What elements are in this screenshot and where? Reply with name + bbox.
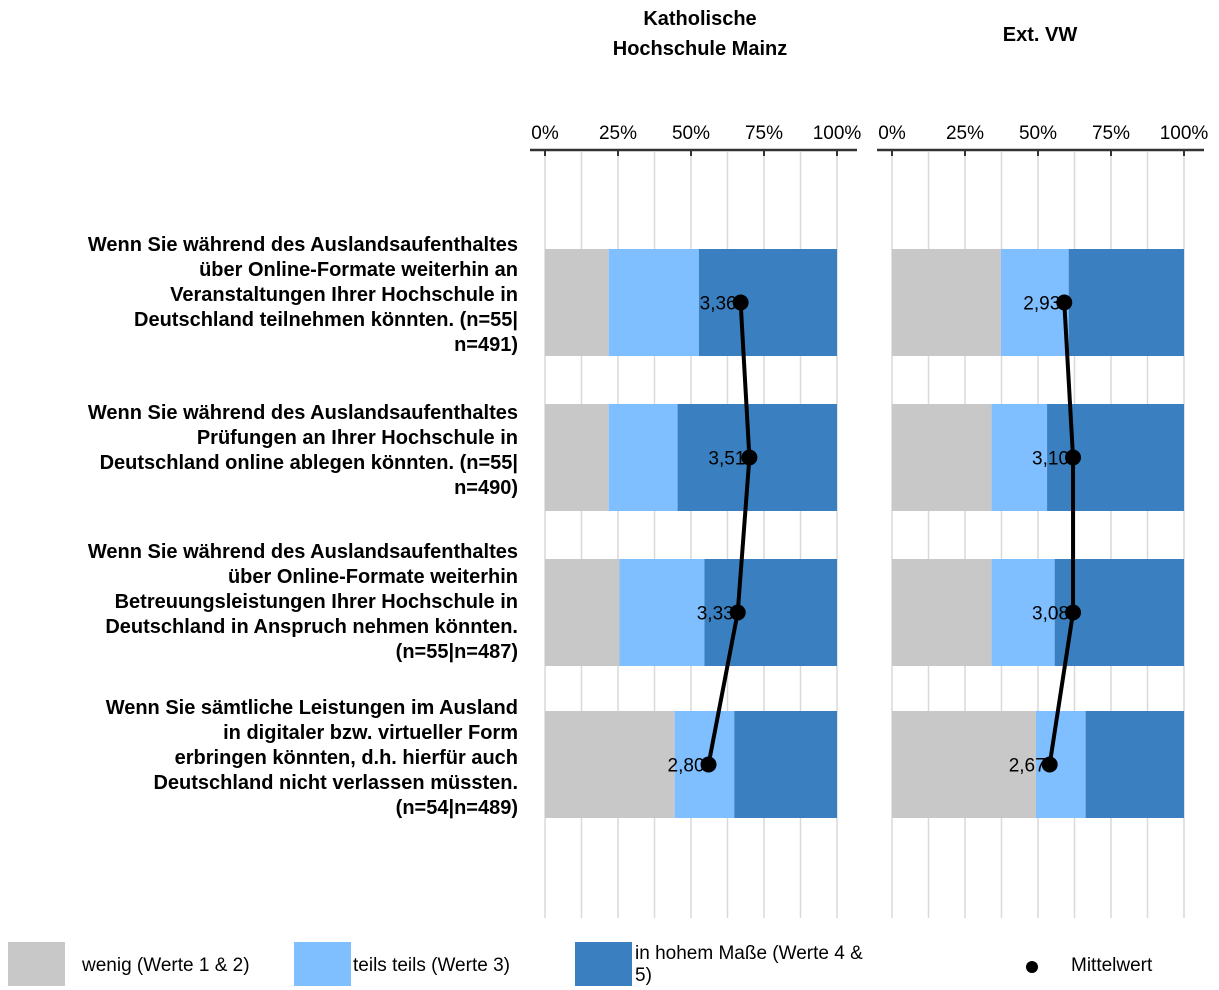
question-label-2-line2: Prüfungen an Ihrer Hochschule in <box>196 427 518 449</box>
axis-tick-label-p2-3: 75% <box>1092 123 1130 144</box>
question-label-4-line1: Wenn Sie sämtliche Leistungen im Ausland <box>105 697 518 719</box>
legend-label-hoch-line1: in hohem Maße (Werte 4 & <box>635 943 863 964</box>
legend-label-wenig: wenig (Werte 1 & 2) <box>82 955 250 976</box>
question-label-4-line4: Deutschland nicht verlassen müssten. <box>153 772 518 794</box>
panel-title-extvw: Ext. VW <box>940 20 1140 50</box>
question-label-2: Wenn Sie während des Auslandsaufenthalte… <box>10 401 518 501</box>
mean-label-p2-q3: 3,08 <box>1032 604 1069 625</box>
mean-dot-p1-q4 <box>700 756 717 773</box>
question-label-4-line3: erbringen könnten, d.h. hierfür auch <box>174 747 518 769</box>
bar-p1-q4-hoch <box>734 711 837 818</box>
mean-label-p1-q4: 2,80 <box>668 756 705 777</box>
question-label-1-line2: über Online-Formate weiterhin an <box>199 259 518 281</box>
mean-line-p2 <box>1047 302 1076 765</box>
bar-p1-q1-wenig <box>545 249 609 356</box>
question-label-1-line4: Deutschland teilnehmen könnten. (n=55| <box>134 309 518 331</box>
question-label-3-line2: über Online-Formate weiterhin <box>227 566 518 588</box>
axis-tick-label-p2-4: 100% <box>1160 123 1209 144</box>
question-label-3: Wenn Sie während des Auslandsaufenthalte… <box>10 540 518 665</box>
bar-p1-q2-wenig <box>545 404 609 511</box>
bar-p2-q1-wenig <box>892 249 1001 356</box>
panel-title-extvw-line1: Ext. VW <box>1002 24 1078 46</box>
axis-tick-label-p2-2: 50% <box>1019 123 1057 144</box>
axis-tick-label-p1-2: 50% <box>672 123 710 144</box>
panel-title-khm: Katholische Hochschule Mainz <box>570 4 830 64</box>
panel-title-khm-line1: Katholische <box>643 8 757 30</box>
axis-tick-label-p1-3: 75% <box>745 123 783 144</box>
bar-p1-q4-wenig <box>545 711 675 818</box>
mean-label-p2-q2: 3,10 <box>1032 449 1069 470</box>
axis-tick-label-p1-1: 25% <box>599 123 637 144</box>
question-label-3-line1: Wenn Sie während des Auslandsaufenthalte… <box>87 541 518 563</box>
question-label-1-line5: n=491) <box>454 334 518 356</box>
mean-label-p2-q4: 2,67 <box>1009 756 1046 777</box>
mean-dot-p2-q2 <box>1065 449 1082 466</box>
bar-p1-q1-hoch <box>698 249 837 356</box>
mean-label-p2-q1: 2,93 <box>1023 294 1060 315</box>
question-label-2-line1: Wenn Sie während des Auslandsaufenthalte… <box>87 402 518 424</box>
question-label-3-line3: Betreuungsleistungen Ihrer Hochschule in <box>114 591 518 613</box>
bar-p2-q2-wenig <box>892 404 992 511</box>
question-label-1-line1: Wenn Sie während des Auslandsaufenthalte… <box>87 234 518 256</box>
question-label-2-line4: n=490) <box>454 477 518 499</box>
bar-p2-q2-teils <box>991 404 1048 511</box>
legend-swatch-hoch <box>575 942 632 986</box>
question-label-3-line5: (n=55|n=487) <box>395 641 518 663</box>
legend-swatch-teils <box>294 942 351 986</box>
legend-label-hoch-line2: 5) <box>635 965 652 986</box>
axis-tick-label-p1-4: 100% <box>813 123 862 144</box>
mean-dot-p2-q3 <box>1065 604 1082 621</box>
axis-tick-label-p1-0: 0% <box>531 123 559 144</box>
bar-p1-q3-teils <box>619 559 705 666</box>
question-label-1-line3: Veranstaltungen Ihrer Hochschule in <box>170 284 518 306</box>
bar-p1-q1-teils <box>608 249 699 356</box>
bar-p2-q1-hoch <box>1068 249 1184 356</box>
mean-dot-p2-q4 <box>1041 756 1058 773</box>
mean-label-p1-q3: 3,33 <box>697 604 734 625</box>
question-label-4-line5: (n=54|n=489) <box>395 797 518 819</box>
mean-label-p1-q1: 3,36 <box>700 294 737 315</box>
axis-tick-label-p2-0: 0% <box>878 123 906 144</box>
bar-p2-q4-hoch <box>1085 711 1184 818</box>
bar-p1-q3-hoch <box>704 559 837 666</box>
mean-label-p1-q2: 3,51 <box>708 449 745 470</box>
bar-p2-q3-teils <box>991 559 1055 666</box>
bar-p2-q4-wenig <box>892 711 1036 818</box>
question-label-3-line4: Deutschland in Anspruch nehmen könnten. <box>105 616 518 638</box>
question-label-4: Wenn Sie sämtliche Leistungen im Ausland… <box>10 696 518 821</box>
legend-label-teils: teils teils (Werte 3) <box>353 955 510 976</box>
panel-title-khm-line2: Hochschule Mainz <box>612 38 788 60</box>
mean-dot-p1-q3 <box>729 604 746 621</box>
bar-p2-q3-wenig <box>892 559 992 666</box>
legend-mean-dot <box>1026 961 1038 973</box>
bar-p1-q2-teils <box>608 404 678 511</box>
axis-tick-label-p2-1: 25% <box>946 123 984 144</box>
mean-dot-p1-q2 <box>741 449 758 466</box>
question-label-2-line3: Deutschland online ablegen könnten. (n=5… <box>99 452 518 474</box>
mean-dot-p1-q1 <box>732 294 749 311</box>
legend-swatch-wenig <box>8 942 65 986</box>
mean-line-p1 <box>706 302 752 765</box>
legend-label-hoch: in hohem Maße (Werte 4 & 5) <box>635 943 863 987</box>
mean-dot-p2-q1 <box>1056 294 1073 311</box>
question-label-4-line2: in digitaler bzw. virtueller Form <box>223 722 518 744</box>
question-label-1: Wenn Sie während des Auslandsaufenthalte… <box>10 233 518 358</box>
legend-label-mittelwert: Mittelwert <box>1071 955 1153 976</box>
bar-p1-q3-wenig <box>545 559 620 666</box>
